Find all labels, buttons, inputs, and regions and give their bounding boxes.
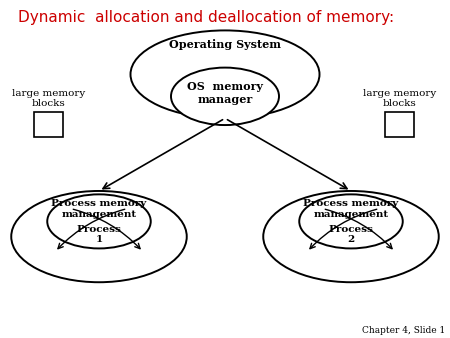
Bar <box>34 112 63 137</box>
Text: Process
1: Process 1 <box>76 225 122 244</box>
Text: Dynamic  allocation and deallocation of memory:: Dynamic allocation and deallocation of m… <box>18 10 394 25</box>
Text: large memory
blocks: large memory blocks <box>363 89 436 108</box>
Ellipse shape <box>299 194 403 248</box>
Text: Process memory
management: Process memory management <box>303 199 399 219</box>
Text: Process memory
management: Process memory management <box>51 199 147 219</box>
Ellipse shape <box>11 191 187 282</box>
Text: OS  memory
manager: OS memory manager <box>187 81 263 105</box>
Bar <box>385 112 414 137</box>
Text: Process
2: Process 2 <box>328 225 374 244</box>
Text: large memory
blocks: large memory blocks <box>12 89 85 108</box>
Text: Operating System: Operating System <box>169 39 281 50</box>
Ellipse shape <box>47 194 151 248</box>
Text: Chapter 4, Slide 1: Chapter 4, Slide 1 <box>362 325 446 335</box>
Ellipse shape <box>130 30 320 118</box>
Ellipse shape <box>171 68 279 125</box>
Ellipse shape <box>263 191 439 282</box>
